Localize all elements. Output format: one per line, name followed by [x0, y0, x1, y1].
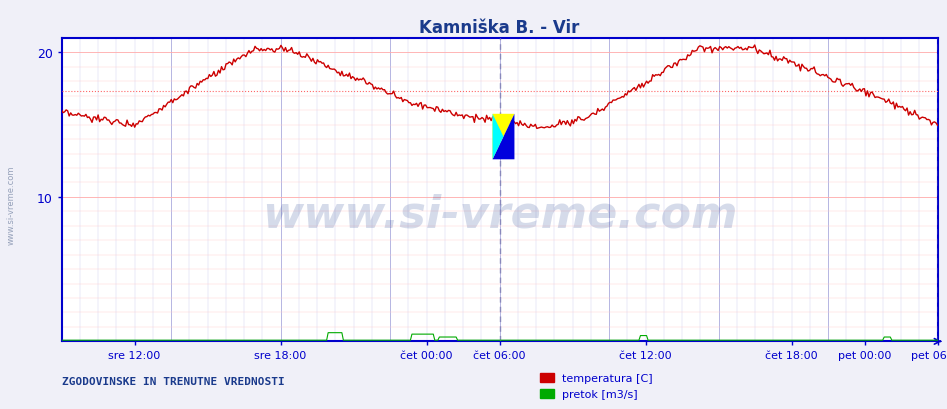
Polygon shape	[492, 115, 504, 160]
Title: Kamniška B. - Vir: Kamniška B. - Vir	[420, 19, 580, 37]
Text: www.si-vreme.com: www.si-vreme.com	[261, 193, 738, 236]
Text: www.si-vreme.com: www.si-vreme.com	[7, 165, 16, 244]
Legend: temperatura [C], pretok [m3/s]: temperatura [C], pretok [m3/s]	[536, 368, 657, 403]
Polygon shape	[492, 115, 514, 160]
Polygon shape	[492, 115, 514, 160]
Text: ZGODOVINSKE IN TRENUTNE VREDNOSTI: ZGODOVINSKE IN TRENUTNE VREDNOSTI	[62, 376, 284, 387]
